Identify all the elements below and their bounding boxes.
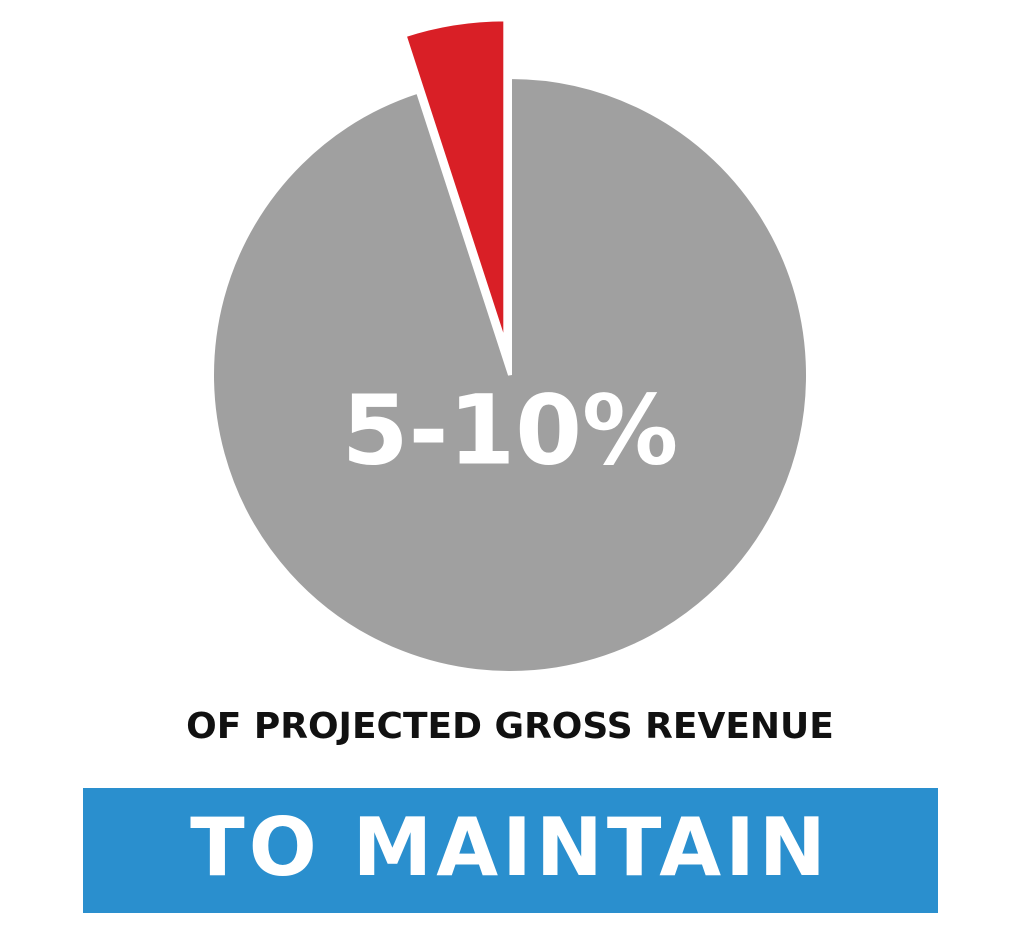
pie-slice [210,74,810,675]
pie-slice [402,17,508,346]
center-label: 5-10% [342,374,678,486]
banner-box [83,788,938,913]
banner-text: TO MAINTAIN [190,801,830,894]
subtitle: OF PROJECTED GROSS REVENUE [186,706,834,747]
pie [210,17,810,675]
